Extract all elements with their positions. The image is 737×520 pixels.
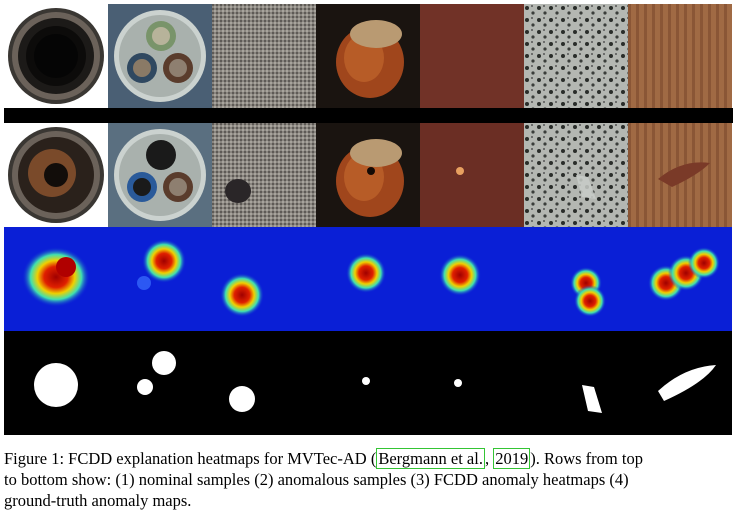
nominal-bottle-image <box>4 4 108 108</box>
figure-caption: Figure 1: FCDD explanation heatmaps for … <box>4 448 737 511</box>
mask-carpet <box>212 331 316 435</box>
citation-year-link[interactable]: 2019 <box>493 448 531 469</box>
caption-line-1: Figure 1: FCDD explanation heatmaps for … <box>4 448 737 469</box>
heatmap-leather <box>420 227 524 331</box>
caption-label: Figure 1: <box>4 449 65 468</box>
heatmap-cable <box>108 227 212 331</box>
mask-cable <box>108 331 212 435</box>
nominal-carpet-image <box>212 4 316 108</box>
mask-hazelnut <box>316 331 420 435</box>
caption-text: FCDD explanation heatmaps for MVTec-AD ( <box>68 449 377 468</box>
citation-author-link[interactable]: Bergmann et al. <box>376 448 485 469</box>
nominal-cable-image <box>108 4 212 108</box>
mask-bottle <box>4 331 108 435</box>
caption-line-2: to bottom show: (1) nominal samples (2) … <box>4 470 629 489</box>
heatmap-wood <box>628 227 732 331</box>
heatmap-carpet <box>212 227 316 331</box>
citation-separator: , <box>484 449 494 468</box>
anomalous-wood-image <box>628 123 732 227</box>
figure-grid <box>4 4 733 436</box>
heatmap-tile <box>524 227 628 331</box>
nominal-wood-image <box>628 4 732 108</box>
mask-wood <box>628 331 732 435</box>
row-separator <box>4 108 733 123</box>
nominal-tile-image <box>524 4 628 108</box>
anomalous-leather-image <box>420 123 524 227</box>
nominal-leather-image <box>420 4 524 108</box>
caption-line-3: ground-truth anomaly maps. <box>4 491 192 510</box>
heatmap-bottle <box>4 227 108 331</box>
anomalous-cable-image <box>108 123 212 227</box>
heatmap-hazelnut <box>316 227 420 331</box>
mask-leather <box>420 331 524 435</box>
anomalous-carpet-image <box>212 123 316 227</box>
caption-text-end: ). Rows from top <box>530 449 643 468</box>
nominal-hazelnut-image <box>316 4 420 108</box>
anomalous-hazelnut-image <box>316 123 420 227</box>
mask-tile <box>524 331 628 435</box>
anomalous-tile-image <box>524 123 628 227</box>
anomalous-bottle-image <box>4 123 108 227</box>
